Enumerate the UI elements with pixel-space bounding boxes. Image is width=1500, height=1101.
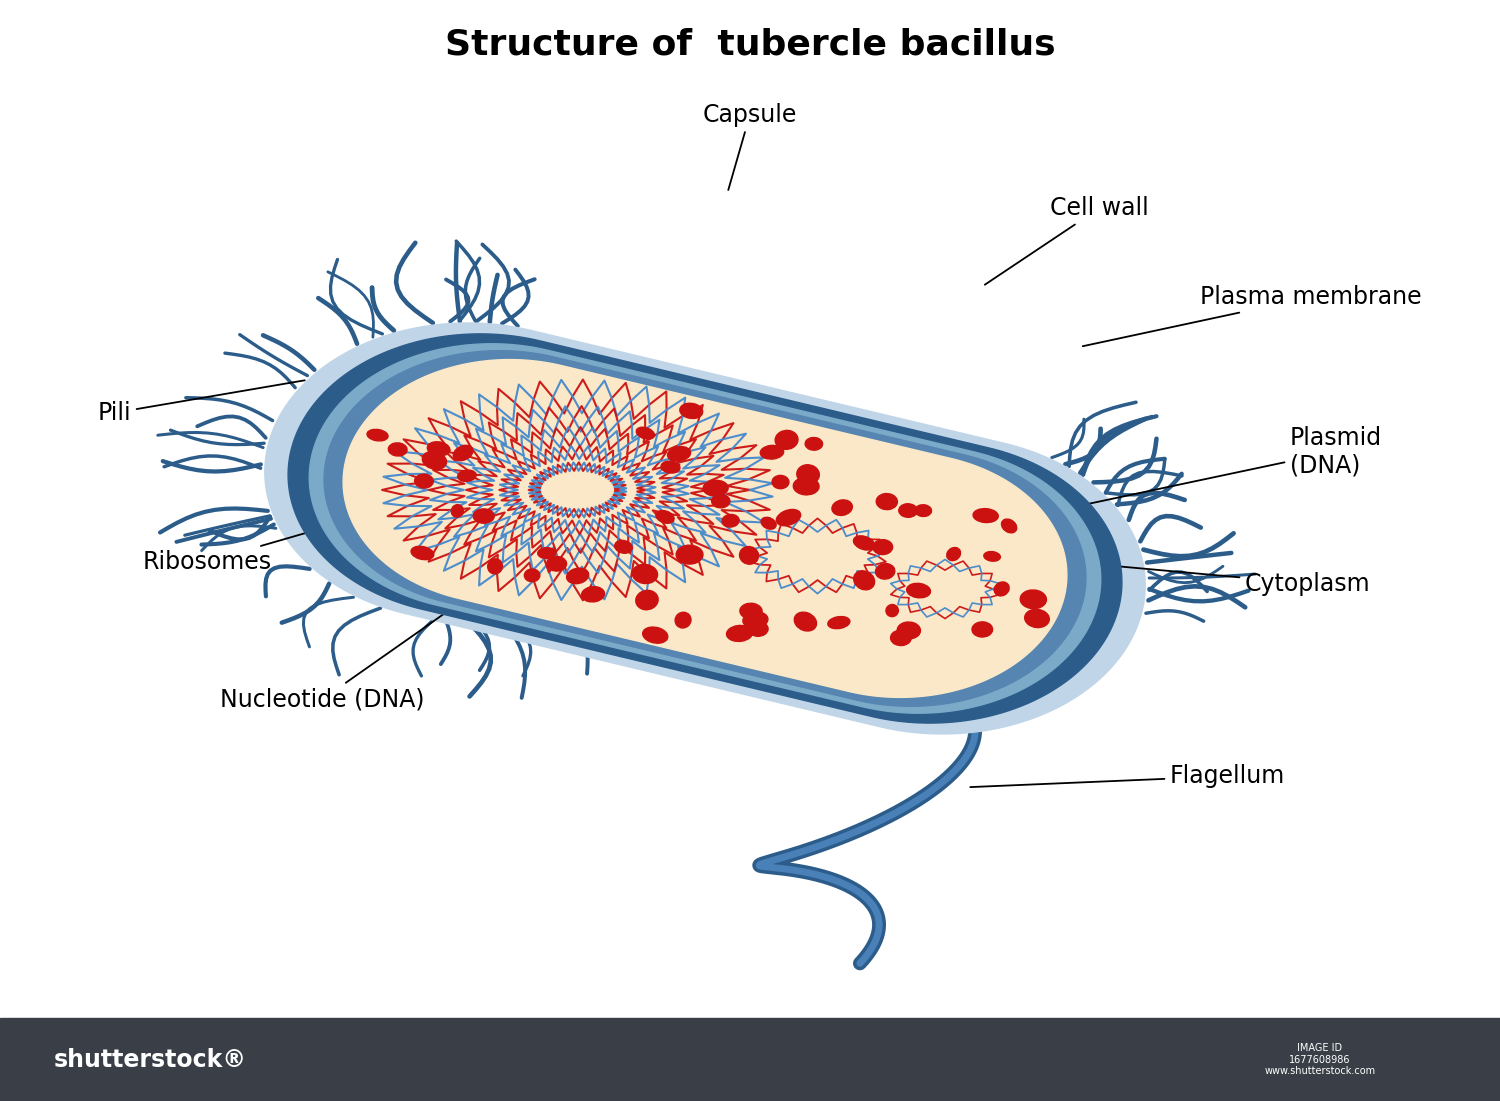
Ellipse shape	[680, 403, 702, 418]
Polygon shape	[288, 334, 1122, 723]
Ellipse shape	[546, 556, 567, 571]
Ellipse shape	[906, 584, 930, 598]
Ellipse shape	[853, 536, 874, 550]
Ellipse shape	[946, 547, 960, 560]
Ellipse shape	[656, 511, 674, 523]
Ellipse shape	[760, 517, 776, 530]
Text: IMAGE ID
1677608986
www.shutterstock.com: IMAGE ID 1677608986 www.shutterstock.com	[1264, 1043, 1376, 1077]
Text: Structure of  tubercle bacillus: Structure of tubercle bacillus	[444, 28, 1056, 62]
Ellipse shape	[915, 504, 932, 516]
Ellipse shape	[711, 494, 730, 508]
Ellipse shape	[642, 628, 668, 643]
Ellipse shape	[833, 500, 852, 515]
Ellipse shape	[742, 612, 768, 628]
Ellipse shape	[633, 565, 657, 584]
Text: Pili: Pili	[98, 380, 304, 425]
Text: Capsule: Capsule	[704, 102, 797, 190]
Polygon shape	[344, 360, 1066, 697]
Ellipse shape	[853, 570, 874, 590]
Ellipse shape	[897, 622, 921, 639]
Ellipse shape	[423, 451, 447, 469]
Ellipse shape	[636, 427, 654, 439]
Polygon shape	[324, 351, 1086, 706]
Ellipse shape	[994, 582, 1010, 596]
Text: shutterstock®: shutterstock®	[54, 1048, 246, 1071]
Ellipse shape	[777, 510, 801, 525]
Ellipse shape	[525, 569, 540, 581]
Ellipse shape	[886, 604, 898, 617]
Ellipse shape	[668, 447, 690, 461]
Ellipse shape	[794, 478, 819, 494]
Ellipse shape	[873, 539, 892, 555]
Ellipse shape	[368, 429, 388, 440]
Ellipse shape	[772, 476, 789, 489]
Ellipse shape	[1020, 590, 1047, 609]
Ellipse shape	[453, 445, 472, 460]
Ellipse shape	[411, 546, 434, 559]
Ellipse shape	[452, 504, 464, 517]
Ellipse shape	[488, 559, 502, 574]
Ellipse shape	[972, 622, 993, 637]
Bar	[0, 1018, 1500, 1101]
Text: Cell wall: Cell wall	[986, 196, 1149, 285]
Text: Plasma membrane: Plasma membrane	[1083, 285, 1422, 346]
Ellipse shape	[662, 461, 680, 473]
Ellipse shape	[537, 547, 556, 558]
Ellipse shape	[796, 465, 819, 484]
Ellipse shape	[1024, 609, 1050, 628]
Ellipse shape	[675, 612, 692, 628]
Ellipse shape	[984, 552, 1000, 562]
Ellipse shape	[828, 617, 850, 629]
Ellipse shape	[876, 493, 897, 510]
Ellipse shape	[704, 480, 728, 495]
Ellipse shape	[974, 509, 999, 523]
Text: Plasmid
(DNA): Plasmid (DNA)	[1053, 425, 1382, 511]
Ellipse shape	[795, 612, 816, 631]
Ellipse shape	[636, 590, 658, 610]
Ellipse shape	[876, 564, 896, 579]
Ellipse shape	[891, 630, 912, 645]
Ellipse shape	[414, 475, 434, 488]
Ellipse shape	[427, 442, 450, 456]
Ellipse shape	[615, 541, 633, 554]
Ellipse shape	[567, 568, 588, 584]
Text: Cytoplasm: Cytoplasm	[1068, 562, 1371, 596]
Text: Flagellum: Flagellum	[970, 764, 1286, 788]
Ellipse shape	[458, 470, 476, 481]
Ellipse shape	[676, 545, 703, 564]
Text: Nucleotide (DNA): Nucleotide (DNA)	[220, 579, 492, 711]
Polygon shape	[309, 344, 1101, 713]
Polygon shape	[266, 323, 1144, 734]
Ellipse shape	[740, 603, 762, 619]
Ellipse shape	[898, 504, 918, 517]
Ellipse shape	[776, 430, 798, 449]
Ellipse shape	[740, 546, 759, 564]
Ellipse shape	[748, 622, 768, 636]
Ellipse shape	[1002, 519, 1017, 533]
Ellipse shape	[760, 445, 783, 459]
Ellipse shape	[726, 625, 753, 642]
Ellipse shape	[388, 443, 406, 456]
Ellipse shape	[474, 509, 494, 523]
Text: Ribosomes: Ribosomes	[142, 508, 394, 574]
Ellipse shape	[582, 587, 604, 602]
Ellipse shape	[722, 514, 740, 527]
Ellipse shape	[806, 437, 822, 450]
